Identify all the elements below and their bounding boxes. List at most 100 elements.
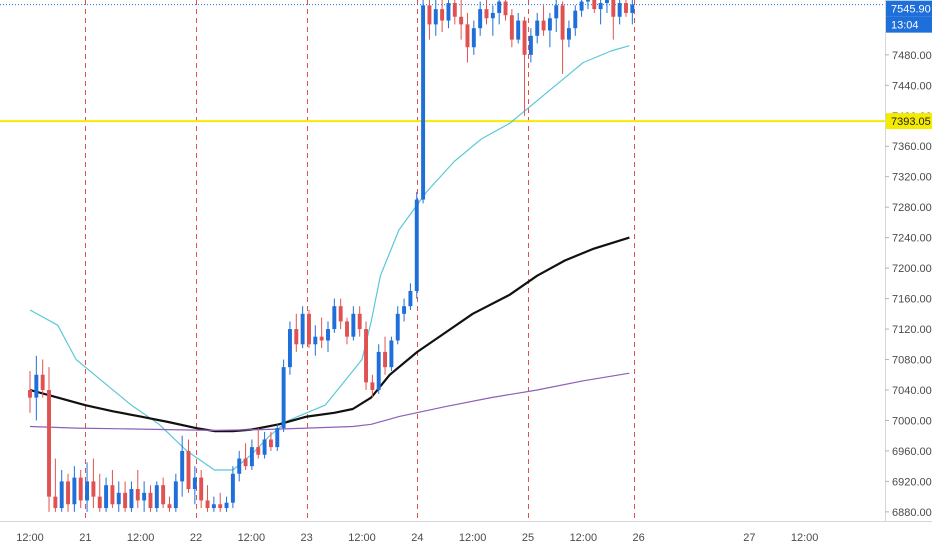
candle: [268, 431, 273, 451]
candle-body: [275, 428, 280, 448]
last-price-tag-box: [886, 0, 932, 17]
candle: [167, 496, 172, 512]
candle-body: [91, 481, 96, 497]
candle-body: [604, 0, 609, 4]
candle: [459, 0, 464, 40]
x-tick-label: 26: [633, 532, 645, 544]
level-price-tag-box: [886, 113, 932, 130]
candle-body: [85, 481, 90, 501]
candle: [287, 321, 292, 375]
candle-body: [186, 450, 191, 490]
time-axis[interactable]: 12:00 21 12:00 22 12:00 23 12:00 24 12:00 25 12:00…: [16, 532, 818, 544]
candle-body: [484, 9, 489, 19]
series-ma-slow: [29, 236, 630, 433]
y-tick-label: 7040.00: [892, 385, 932, 397]
candle: [199, 469, 204, 509]
series-ma-fast: [29, 45, 630, 471]
candle: [357, 306, 362, 337]
candle: [541, 5, 546, 36]
candle: [389, 336, 394, 371]
last-price-tag: 7545.90: [886, 0, 932, 17]
x-tick-label: 22: [190, 532, 202, 544]
candle-body: [592, 0, 597, 10]
candle-body: [345, 321, 349, 337]
candle: [275, 424, 280, 451]
y-tick-label: 7280.00: [892, 202, 932, 214]
candle-body: [72, 477, 77, 505]
x-tick-label: 21: [79, 532, 91, 544]
candle-body: [326, 329, 330, 341]
candle-body: [535, 20, 540, 36]
candle-body: [554, 5, 559, 19]
candle: [421, 0, 426, 204]
candle-body: [427, 5, 432, 25]
candle-body: [547, 18, 552, 31]
candle-body: [205, 500, 210, 509]
price-tags: 7393.05 7545.90 13:04: [886, 0, 932, 130]
x-tick-label: 25: [522, 532, 534, 544]
candle: [148, 485, 153, 512]
candle: [192, 466, 197, 505]
candle: [573, 5, 578, 36]
candle: [433, 0, 438, 36]
candle: [91, 458, 96, 509]
candle-body: [40, 374, 45, 390]
candle: [135, 469, 140, 509]
candle-body: [408, 290, 413, 307]
candle-body: [503, 1, 508, 16]
y-tick-label: 7200.00: [892, 263, 932, 275]
y-tick-label: 7480.00: [892, 50, 932, 62]
candle: [72, 466, 77, 512]
candle: [617, 0, 622, 25]
x-tick-label: 12:00: [570, 532, 598, 544]
candle-body: [319, 336, 324, 341]
candle: [256, 428, 261, 459]
candle-body: [28, 389, 32, 398]
candle: [78, 469, 83, 509]
candle: [180, 435, 185, 497]
candle-body: [395, 313, 400, 341]
candle-body: [104, 485, 109, 509]
candle: [345, 317, 349, 345]
candle: [630, 0, 635, 25]
candle-body: [490, 12, 495, 19]
candle-body: [66, 481, 71, 505]
y-tick-label: 6920.00: [892, 476, 932, 488]
candle: [376, 344, 381, 394]
candle: [230, 466, 235, 509]
candle-body: [541, 20, 546, 31]
candle-body: [268, 439, 273, 448]
candle-body: [624, 3, 628, 13]
candle: [440, 0, 445, 32]
candle: [300, 306, 305, 349]
candle-body: [300, 313, 305, 345]
candle: [154, 481, 159, 512]
last-price-tag-text: 7545.90: [891, 4, 931, 16]
y-tick-label: 7000.00: [892, 415, 932, 427]
candle: [205, 485, 210, 512]
candle: [262, 431, 267, 459]
candle: [566, 20, 571, 48]
candle: [560, 1, 565, 74]
candle: [326, 321, 330, 352]
candle: [319, 317, 324, 349]
x-tick-label: 12:00: [238, 532, 266, 544]
candle-body: [452, 3, 457, 17]
candle-body: [313, 336, 318, 345]
y-tick-label: 7160.00: [892, 294, 932, 306]
candle-body: [34, 374, 39, 398]
candle-body: [370, 382, 375, 390]
candle: [579, 0, 584, 17]
candle: [351, 306, 356, 341]
candle: [592, 0, 597, 13]
candle-body: [465, 24, 470, 48]
candle: [66, 473, 71, 512]
candle: [535, 12, 540, 44]
candle-body: [351, 313, 356, 337]
candle-body: [123, 492, 128, 509]
x-tick-label: 12:00: [16, 532, 44, 544]
candle-body: [573, 10, 578, 29]
x-tick-label: 12:00: [127, 532, 155, 544]
